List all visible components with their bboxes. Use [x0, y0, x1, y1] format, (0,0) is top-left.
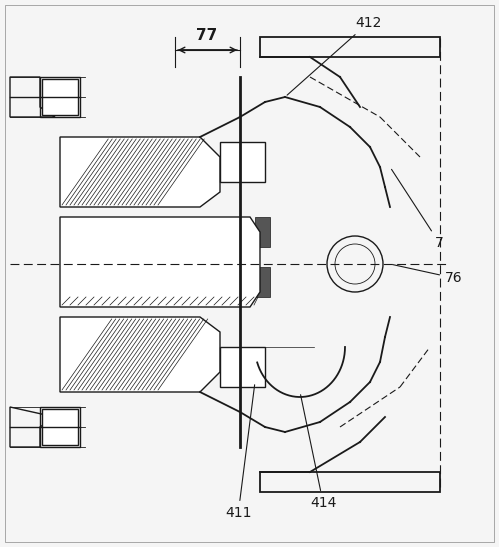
Polygon shape	[255, 217, 270, 247]
Polygon shape	[60, 317, 220, 392]
Text: 411: 411	[225, 385, 254, 520]
Polygon shape	[255, 267, 270, 297]
Polygon shape	[60, 137, 220, 207]
Text: 7: 7	[392, 170, 444, 250]
Text: 414: 414	[300, 395, 336, 510]
Text: 76: 76	[393, 265, 463, 285]
Polygon shape	[220, 142, 265, 182]
Polygon shape	[220, 347, 265, 387]
Polygon shape	[60, 217, 260, 307]
Text: 77: 77	[197, 28, 218, 43]
Text: 412: 412	[287, 16, 381, 95]
Polygon shape	[42, 409, 78, 445]
Polygon shape	[42, 79, 78, 115]
